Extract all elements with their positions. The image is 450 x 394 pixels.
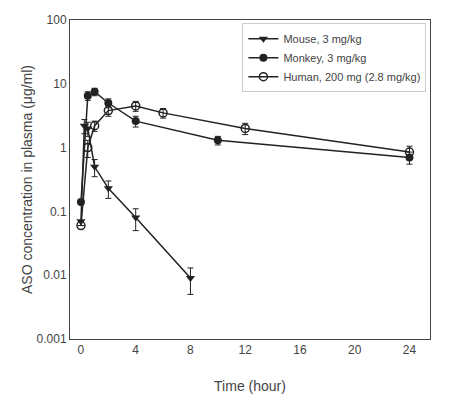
svg-text:0: 0 <box>78 343 85 357</box>
svg-text:24: 24 <box>403 343 417 357</box>
svg-text:Time (hour): Time (hour) <box>214 378 286 394</box>
svg-text:12: 12 <box>239 343 253 357</box>
svg-text:1: 1 <box>60 141 67 155</box>
svg-text:16: 16 <box>293 343 307 357</box>
svg-text:4: 4 <box>132 343 139 357</box>
svg-text:0.1: 0.1 <box>50 205 67 219</box>
svg-text:20: 20 <box>348 343 362 357</box>
svg-text:0.001: 0.001 <box>37 332 67 346</box>
svg-text:100: 100 <box>47 13 67 27</box>
svg-text:8: 8 <box>187 343 194 357</box>
svg-text:0.01: 0.01 <box>43 268 67 282</box>
svg-text:10: 10 <box>53 77 67 91</box>
svg-text:Mouse, 3 mg/kg: Mouse, 3 mg/kg <box>283 33 361 45</box>
svg-text:ASO concentration in plasma (μ: ASO concentration in plasma (μg/ml) <box>19 65 35 294</box>
svg-text:Monkey, 3 mg/kg: Monkey, 3 mg/kg <box>283 52 366 64</box>
svg-text:Human, 200 mg (2.8 mg/kg): Human, 200 mg (2.8 mg/kg) <box>283 71 420 83</box>
